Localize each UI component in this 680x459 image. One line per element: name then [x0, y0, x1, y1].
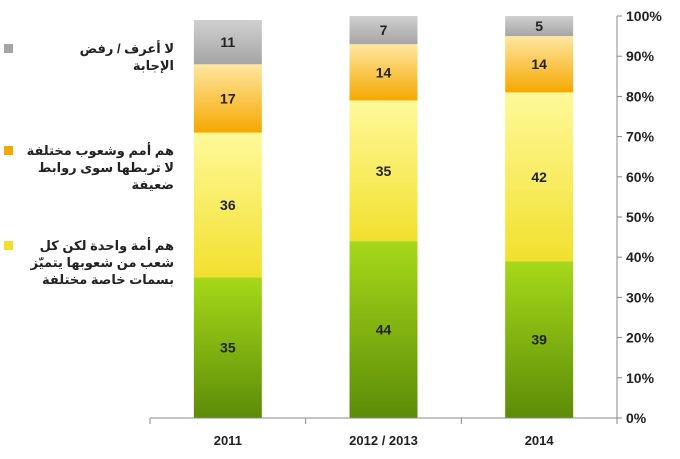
bar-segment	[349, 16, 418, 45]
legend-swatch-one-nation	[4, 241, 13, 250]
bar-segment	[193, 64, 262, 133]
data-label: 36	[220, 197, 236, 213]
bar-segment	[505, 261, 574, 418]
data-label: 7	[380, 22, 388, 38]
y-tick-label: 0%	[626, 410, 647, 426]
y-tick-label: 60%	[626, 169, 655, 185]
data-label: 44	[376, 322, 392, 338]
y-tick-label: 50%	[626, 209, 655, 225]
y-tick-label: 10%	[626, 370, 655, 386]
data-label: 42	[531, 169, 547, 185]
x-tick-label: 2011	[214, 433, 242, 448]
legend-label-different-nations: هم أمم وشعوب مختلفة لا تربطها سوى روابط …	[26, 143, 174, 192]
bar-segment	[349, 44, 418, 101]
bar-segment	[193, 277, 262, 418]
legend-item-dont-know: لا أعرف / رفض الإجابة	[4, 40, 174, 74]
bar-segment	[349, 241, 418, 418]
legend-label-one-nation: هم أمة واحدة لكن كل شعب من شعوبها يتميّز…	[30, 238, 174, 287]
legend-swatch-dont-know	[4, 44, 13, 53]
data-label: 11	[220, 34, 235, 50]
y-tick-label: 30%	[626, 289, 655, 305]
bar-segment	[193, 20, 262, 65]
legend-item-one-nation: هم أمة واحدة لكن كل شعب من شعوبها يتميّز…	[4, 237, 174, 288]
bar-segment	[349, 100, 418, 242]
bar-segment	[193, 132, 262, 278]
data-label: 17	[220, 90, 236, 106]
data-label: 35	[220, 340, 236, 356]
y-tick-label: 90%	[626, 48, 655, 64]
y-tick-label: 100%	[626, 8, 662, 24]
legend-label-dont-know: لا أعرف / رفض الإجابة	[79, 41, 174, 73]
legend-swatch-different-nations	[4, 146, 13, 155]
x-tick-label: 2012 / 2013	[349, 433, 418, 448]
x-tick-label: 2014	[525, 433, 555, 448]
y-tick-label: 80%	[626, 88, 655, 104]
bar-segment	[505, 16, 574, 37]
data-label: 14	[531, 56, 547, 72]
legend-item-different-nations: هم أمم وشعوب مختلفة لا تربطها سوى روابط …	[4, 142, 174, 193]
bar-segment	[505, 92, 574, 262]
data-label: 39	[531, 332, 547, 348]
data-label: 14	[376, 64, 392, 80]
data-label: 5	[535, 18, 543, 34]
y-tick-label: 20%	[626, 330, 655, 346]
y-tick-label: 70%	[626, 129, 655, 145]
bar-segment	[505, 36, 574, 93]
y-tick-label: 40%	[626, 249, 655, 265]
data-label: 35	[376, 163, 392, 179]
